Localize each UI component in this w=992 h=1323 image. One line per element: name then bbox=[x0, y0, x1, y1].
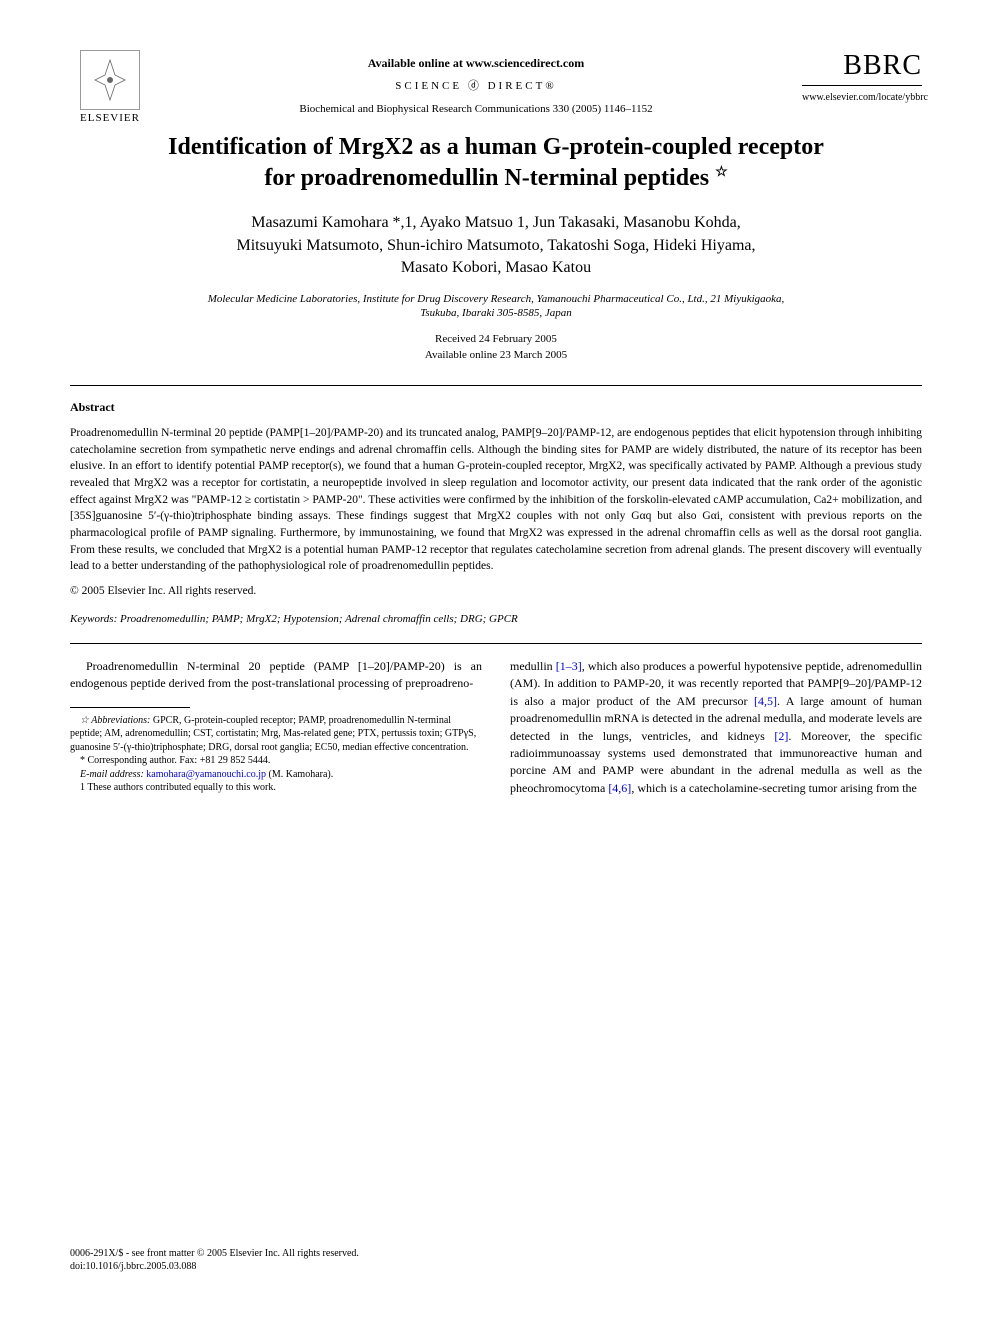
elsevier-label: ELSEVIER bbox=[80, 112, 140, 124]
footnote-email: E-mail address: kamohara@yamanouchi.co.j… bbox=[70, 768, 482, 782]
abstract-body: Proadrenomedullin N-terminal 20 peptide … bbox=[70, 425, 922, 575]
journal-citation: Biochemical and Biophysical Research Com… bbox=[150, 103, 802, 115]
ref-link-2[interactable]: [2] bbox=[774, 729, 788, 743]
authors-list: Masazumi Kamohara *,1, Ayako Matsuo 1, J… bbox=[70, 212, 922, 279]
bbrc-logo: BBRC bbox=[802, 50, 922, 86]
footnotes-block: ☆ Abbreviations: GPCR, G-protein-coupled… bbox=[70, 714, 482, 795]
right-text-5: , which is a catecholamine-secreting tum… bbox=[631, 781, 917, 795]
title-footnote-star: ☆ bbox=[715, 165, 728, 180]
authors-line2: Mitsuyuki Matsumoto, Shun-ichiro Matsumo… bbox=[237, 237, 756, 254]
body-two-columns: Proadrenomedullin N-terminal 20 peptide … bbox=[70, 658, 922, 797]
keywords-label: Keywords: bbox=[70, 613, 117, 625]
divider-after-keywords bbox=[70, 643, 922, 644]
right-column: medullin [1–3], which also produces a po… bbox=[510, 658, 922, 797]
keywords-row: Keywords: Proadrenomedullin; PAMP; MrgX2… bbox=[70, 613, 922, 625]
available-date: Available online 23 March 2005 bbox=[425, 349, 567, 361]
journal-url: www.elsevier.com/locate/ybbrc bbox=[802, 92, 922, 103]
authors-line1: Masazumi Kamohara *,1, Ayako Matsuo 1, J… bbox=[251, 214, 740, 231]
issn-line: 0006-291X/$ - see front matter © 2005 El… bbox=[70, 1247, 359, 1260]
bottom-meta: 0006-291X/$ - see front matter © 2005 El… bbox=[70, 1247, 359, 1273]
footnote-abbreviations: ☆ Abbreviations: GPCR, G-protein-coupled… bbox=[70, 714, 482, 755]
ref-link-4-5[interactable]: [4,5] bbox=[754, 694, 777, 708]
elsevier-logo-block: ELSEVIER bbox=[70, 50, 150, 124]
bbrc-block: BBRC www.elsevier.com/locate/ybbrc bbox=[802, 50, 922, 103]
sciencedirect-logo: SCIENCE ⓓ DIRECT® bbox=[150, 77, 802, 93]
title-line1: Identification of MrgX2 as a human G-pro… bbox=[168, 134, 824, 160]
intro-para-right: medullin [1–3], which also produces a po… bbox=[510, 658, 922, 797]
journal-header: ELSEVIER Available online at www.science… bbox=[70, 50, 922, 124]
center-header: Available online at www.sciencedirect.co… bbox=[150, 50, 802, 115]
keywords-list: Proadrenomedullin; PAMP; MrgX2; Hypotens… bbox=[120, 613, 518, 625]
available-online-text: Available online at www.sciencedirect.co… bbox=[150, 56, 802, 71]
email-suffix: (M. Kamohara). bbox=[269, 769, 334, 780]
received-date: Received 24 February 2005 bbox=[435, 333, 557, 345]
article-title: Identification of MrgX2 as a human G-pro… bbox=[70, 132, 922, 194]
affiliation: Molecular Medicine Laboratories, Institu… bbox=[70, 292, 922, 321]
doi-line: doi:10.1016/j.bbrc.2005.03.088 bbox=[70, 1260, 359, 1273]
article-dates: Received 24 February 2005 Available onli… bbox=[70, 332, 922, 363]
footnotes-rule bbox=[70, 707, 190, 708]
email-link[interactable]: kamohara@yamanouchi.co.jp bbox=[146, 769, 266, 780]
divider-before-abstract bbox=[70, 385, 922, 386]
right-text-1: medullin bbox=[510, 659, 556, 673]
authors-line3: Masato Kobori, Masao Katou bbox=[401, 259, 591, 276]
title-line2: for proadrenomedullin N-terminal peptide… bbox=[264, 165, 709, 191]
left-column: Proadrenomedullin N-terminal 20 peptide … bbox=[70, 658, 482, 797]
intro-para-left: Proadrenomedullin N-terminal 20 peptide … bbox=[70, 658, 482, 693]
elsevier-tree-icon bbox=[80, 50, 140, 110]
abstract-copyright: © 2005 Elsevier Inc. All rights reserved… bbox=[70, 585, 922, 597]
footnote-equal-contribution: 1 These authors contributed equally to t… bbox=[70, 781, 482, 795]
abbrev-label: ☆ Abbreviations: bbox=[80, 715, 150, 726]
ref-link-1-3[interactable]: [1–3] bbox=[556, 659, 582, 673]
footnote-corresponding: * Corresponding author. Fax: +81 29 852 … bbox=[70, 754, 482, 768]
abstract-heading: Abstract bbox=[70, 400, 922, 415]
affiliation-line1: Molecular Medicine Laboratories, Institu… bbox=[208, 293, 785, 305]
affiliation-line2: Tsukuba, Ibaraki 305-8585, Japan bbox=[420, 307, 571, 319]
email-label: E-mail address: bbox=[80, 769, 144, 780]
ref-link-4-6[interactable]: [4,6] bbox=[608, 781, 631, 795]
